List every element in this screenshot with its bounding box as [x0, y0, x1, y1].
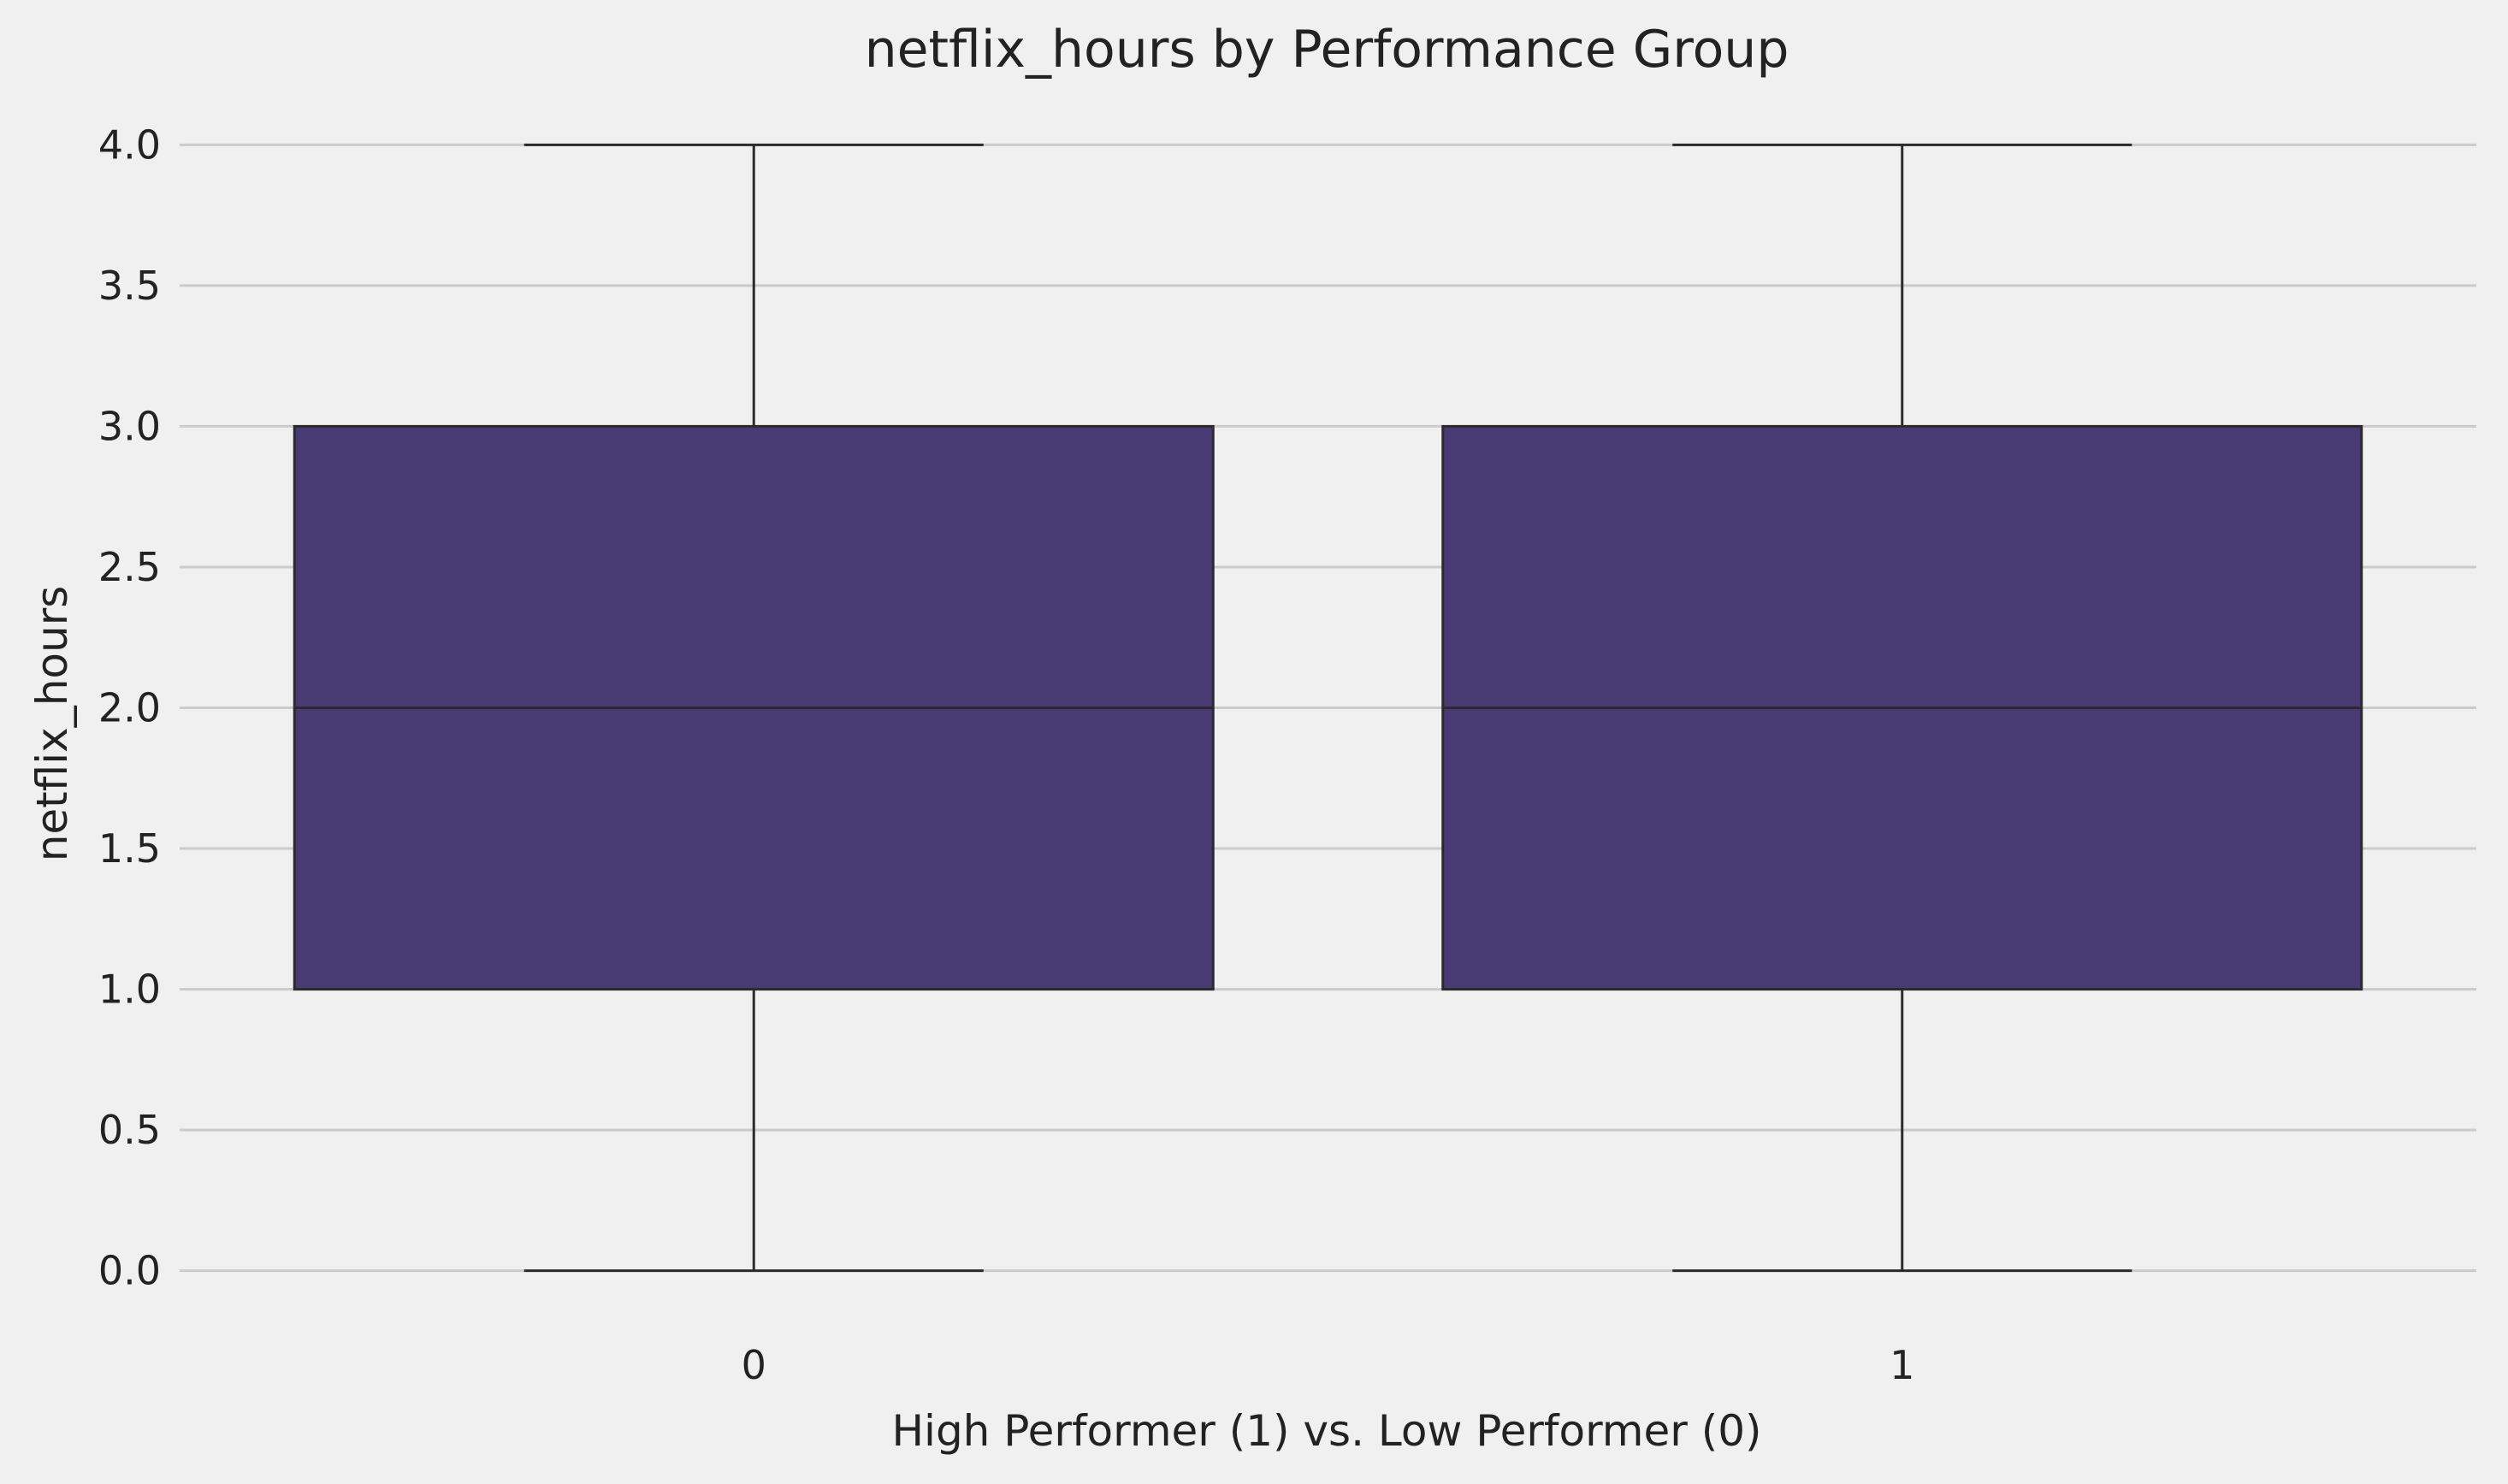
y-tick-label: 2.5	[98, 544, 161, 590]
box-group-0	[293, 143, 1215, 1273]
y-tick-label: 4.0	[98, 121, 161, 168]
y-tick-label: 1.5	[98, 825, 161, 872]
x-tick-label: 1	[1890, 1342, 1914, 1388]
y-tick-label: 3.0	[98, 403, 161, 449]
y-tick-label: 3.5	[98, 263, 161, 309]
box-series	[293, 143, 2363, 1273]
chart-title: netflix_hours by Performance Group	[865, 20, 1789, 80]
x-axis-label: High Performer (1) vs. Low Performer (0)	[891, 1406, 1761, 1456]
y-axis-label: netflix_hours	[27, 586, 77, 862]
box-group-1	[1441, 143, 2363, 1273]
y-tick-label: 1.0	[98, 967, 161, 1013]
y-tick-label: 0.0	[98, 1248, 161, 1294]
y-tick-label: 2.0	[98, 685, 161, 731]
y-tick-label: 0.5	[98, 1107, 161, 1153]
x-tick-label: 0	[742, 1342, 766, 1388]
tick-labels: 0.0 0.5 1.0 1.5 2.0 2.5 3.0 3.5 4.0 0 1	[98, 121, 1915, 1388]
